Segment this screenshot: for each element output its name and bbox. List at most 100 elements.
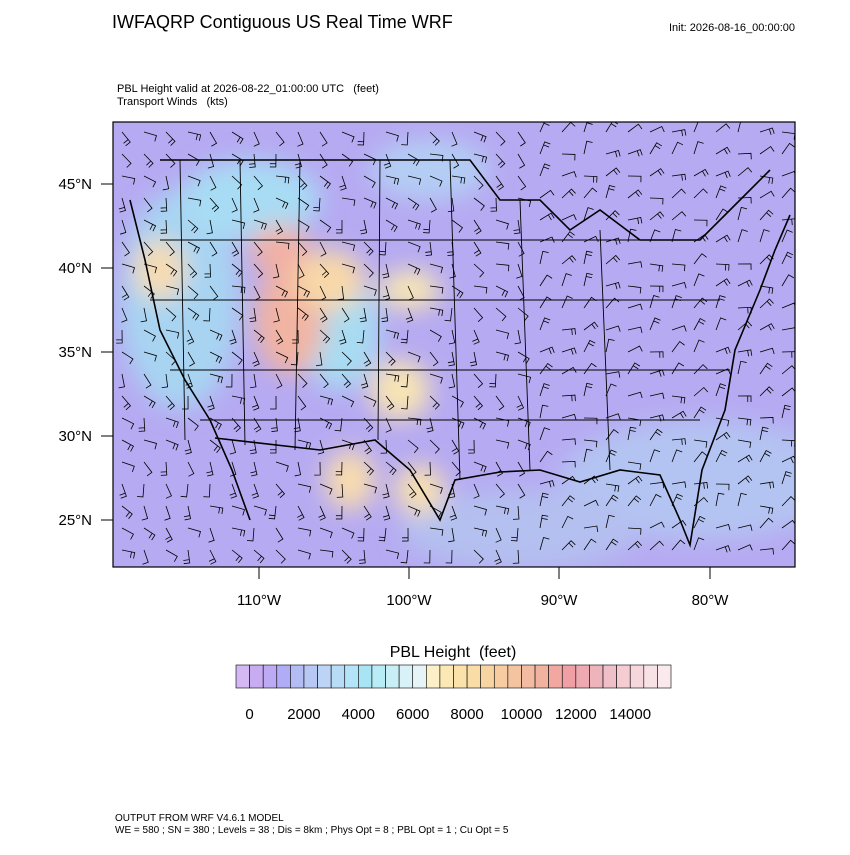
wind-barb	[230, 461, 237, 477]
wind-barb	[319, 417, 333, 430]
wind-barb	[429, 131, 440, 146]
wind-barb	[510, 527, 519, 542]
wind-barb	[759, 229, 770, 243]
wind-barb	[715, 368, 731, 375]
wind-barb	[495, 329, 510, 340]
wind-barb	[363, 197, 377, 209]
wind-barb	[715, 545, 731, 553]
colorbar-swatch	[358, 664, 373, 689]
wind-barb	[271, 417, 278, 432]
wind-barb	[187, 175, 201, 187]
wind-barb	[341, 307, 350, 323]
wind-barb	[183, 549, 191, 565]
wind-barb	[187, 285, 199, 300]
wind-barb	[583, 122, 593, 133]
wind-barb	[495, 395, 505, 411]
wind-barb	[561, 515, 574, 529]
colorbar-swatch	[657, 664, 672, 689]
wind-barb	[319, 373, 329, 389]
wind-barb	[143, 329, 156, 342]
wind-barb	[165, 263, 178, 277]
wind-barb	[737, 349, 753, 357]
wind-barb	[516, 263, 523, 279]
wind-barb	[164, 505, 171, 521]
wind-barb	[429, 329, 442, 342]
wind-barb	[229, 439, 237, 455]
wind-barb	[759, 386, 774, 397]
wind-barb	[451, 461, 461, 477]
wind-barb	[561, 413, 577, 421]
wind-barb	[425, 241, 433, 257]
wind-barb	[165, 153, 176, 168]
wind-barb	[448, 329, 456, 345]
wind-barb	[715, 524, 731, 531]
wind-barb	[472, 329, 480, 345]
wind-barb	[253, 417, 262, 433]
wind-barb	[407, 483, 417, 499]
wind-barb	[495, 505, 510, 515]
wind-barb	[495, 439, 510, 449]
wind-barb	[516, 395, 525, 411]
colorbar-swatch	[453, 664, 468, 689]
wind-barb	[187, 417, 199, 431]
wind-barb	[715, 317, 727, 331]
wind-barb	[337, 285, 345, 301]
wind-barb	[253, 219, 267, 230]
wind-barb	[605, 122, 619, 133]
wind-barb	[495, 175, 504, 191]
wind-barb	[385, 395, 395, 411]
wind-barb	[272, 263, 280, 279]
wind-barb	[116, 329, 123, 344]
wind-barb	[118, 373, 125, 389]
wind-barb	[693, 386, 709, 397]
wind-barb	[583, 499, 599, 507]
wind-barb	[649, 521, 665, 529]
wind-barb	[187, 153, 200, 166]
wind-barb	[671, 211, 687, 221]
wind-barb	[209, 373, 224, 384]
wind-barb	[209, 175, 217, 191]
wind-barb	[539, 480, 555, 488]
wind-barb	[693, 253, 707, 265]
wind-barb	[737, 306, 752, 314]
wind-barb	[759, 426, 769, 441]
wind-barb	[627, 303, 643, 311]
wind-barb	[119, 483, 127, 499]
wind-barb	[231, 527, 246, 537]
wind-barb	[781, 229, 793, 243]
wind-barb	[253, 263, 264, 278]
colorbar-swatch	[303, 664, 318, 689]
wind-barb	[379, 241, 387, 256]
wind-barb	[781, 170, 795, 177]
wind-barb	[605, 413, 621, 420]
wind-barb	[385, 329, 400, 340]
wind-barb	[781, 274, 795, 287]
wind-barb	[512, 505, 520, 520]
wind-barb	[781, 495, 795, 507]
wind-barb	[693, 318, 706, 331]
wind-barb	[121, 439, 134, 452]
wind-barb	[495, 241, 510, 250]
wind-barb	[357, 527, 365, 542]
wind-barb	[517, 439, 531, 451]
wind-barb	[605, 483, 620, 492]
wind-barb	[737, 197, 752, 204]
wind-barb	[781, 404, 791, 419]
wind-barb	[161, 373, 169, 389]
wind-barb	[583, 207, 594, 221]
colorbar-swatch	[643, 664, 658, 689]
colorbar-swatch	[398, 664, 414, 689]
wind-barb	[449, 263, 456, 279]
wind-barb	[583, 250, 593, 265]
wind-barb	[693, 122, 705, 133]
wind-barb	[627, 123, 643, 133]
wind-barb	[253, 241, 263, 257]
wind-barb	[143, 461, 153, 477]
colorbar-swatch	[561, 664, 577, 689]
wind-barb	[517, 153, 526, 169]
wind-barb	[314, 461, 321, 476]
wind-barb	[405, 307, 414, 323]
wind-barb	[381, 307, 389, 323]
wind-barb	[382, 483, 390, 499]
wind-barb	[715, 234, 731, 243]
